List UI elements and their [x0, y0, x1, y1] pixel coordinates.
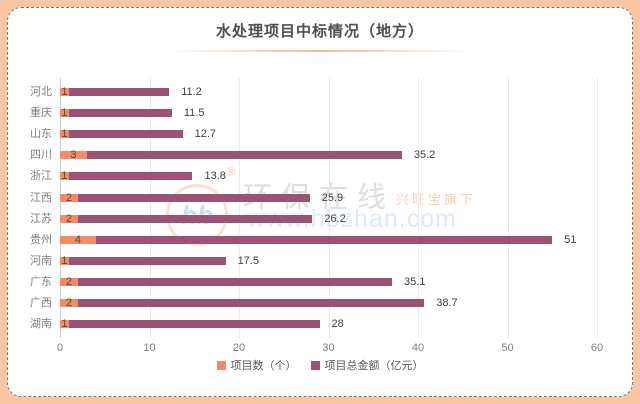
- category-label: 重庆: [30, 107, 52, 120]
- category-label: 浙江: [30, 170, 52, 183]
- bar-segment-project-count: [60, 299, 78, 307]
- total-amount-value: 28: [331, 318, 344, 331]
- total-amount-value: 26.2: [324, 212, 346, 225]
- total-amount-value: 11.5: [183, 107, 205, 120]
- category-label: 江苏: [30, 212, 52, 225]
- bar-segment-total-amount: [68, 256, 226, 265]
- bar-segment-total-amount: [77, 214, 313, 223]
- total-amount-value: 17.5: [237, 254, 259, 267]
- bar-segment-total-amount: [68, 109, 172, 118]
- legend-label-total-amount: 项目总金额（亿元）: [324, 360, 424, 372]
- legend-swatch-total-amount: [310, 360, 320, 370]
- x-tick-label: 30: [322, 342, 335, 354]
- category-label: 广西: [30, 297, 52, 309]
- total-amount-value: 12.7: [194, 128, 217, 141]
- y-axis-line: [60, 78, 61, 338]
- category-label: 湖南: [30, 318, 52, 331]
- gridline: [507, 78, 509, 338]
- legend-item-total-amount[interactable]: 项目总金额（亿元）: [310, 357, 424, 373]
- gridline: [328, 78, 330, 338]
- bar-segment-total-amount: [77, 299, 425, 307]
- bar-segment-total-amount: [86, 151, 402, 160]
- total-amount-value: 13.8: [204, 170, 226, 183]
- bar-segment-total-amount: [95, 235, 553, 244]
- x-tick-label: 20: [232, 342, 246, 354]
- legend-item-project-count[interactable]: 项目数（个）: [216, 357, 297, 373]
- project-count-value: 2: [65, 191, 72, 204]
- project-count-value: 2: [65, 275, 72, 288]
- bar-segment-total-amount: [68, 320, 320, 329]
- x-tick-label: 10: [143, 342, 156, 354]
- gridline: [149, 78, 151, 338]
- project-count-value: 1: [61, 318, 68, 331]
- total-amount-value: 35.2: [413, 149, 436, 162]
- bar-segment-project-count: [60, 151, 87, 160]
- project-count-value: 2: [65, 297, 72, 309]
- x-tick-label: 50: [501, 342, 514, 354]
- total-amount-value: 35.1: [404, 275, 426, 288]
- registered-trademark-icon: ®: [227, 166, 236, 178]
- x-tick-label: 0: [56, 342, 64, 354]
- project-count-value: 1: [61, 128, 68, 141]
- bar-segment-total-amount: [77, 277, 393, 286]
- category-label: 贵州: [30, 233, 52, 246]
- project-count-value: 1: [61, 170, 68, 183]
- bar-segment-project-count: [60, 109, 69, 118]
- bar-segment-project-count: [60, 235, 96, 244]
- total-amount-value: 51: [564, 233, 577, 246]
- project-count-value: 1: [61, 86, 68, 98]
- category-label: 江西: [30, 191, 52, 204]
- bar-segment-project-count: [60, 130, 69, 139]
- legend-label-project-count: 项目数（个）: [230, 360, 297, 372]
- bar-segment-project-count: [60, 256, 69, 265]
- total-amount-value: 38.7: [436, 297, 458, 309]
- watermark-tagline: 兴旺宝旗下: [396, 192, 477, 207]
- project-count-value: 2: [65, 212, 72, 225]
- project-count-value: 3: [70, 149, 77, 162]
- category-label: 广东: [30, 275, 52, 288]
- total-amount-value: 11.2: [181, 86, 202, 98]
- category-label: 河北: [30, 86, 52, 98]
- chart-title: 水处理项目中标情况（地方）: [215, 23, 424, 40]
- bar-segment-project-count: [60, 320, 69, 329]
- bar-segment-total-amount: [68, 172, 193, 181]
- legend: 项目数（个） 项目总金额（亿元）: [0, 357, 640, 373]
- gridline: [597, 78, 598, 338]
- x-tick-label: 60: [590, 342, 604, 354]
- bar-segment-project-count: [60, 88, 69, 96]
- project-count-value: 1: [61, 254, 68, 267]
- bar-segment-project-count: [60, 214, 78, 223]
- category-label: 四川: [30, 149, 52, 162]
- legend-swatch-project-count: [216, 360, 226, 370]
- total-amount-value: 25.9: [321, 191, 344, 204]
- bar-segment-project-count: [60, 172, 69, 181]
- bar-segment-project-count: [60, 193, 78, 202]
- bar-segment-total-amount: [68, 130, 183, 139]
- bar-segment-total-amount: [68, 88, 170, 96]
- gridline: [418, 78, 419, 338]
- gridline: [239, 78, 240, 338]
- chart-card: [7, 7, 633, 397]
- x-tick-label: 40: [411, 342, 425, 354]
- category-label: 河南: [30, 254, 52, 267]
- bar-segment-total-amount: [77, 193, 310, 202]
- category-label: 山东: [30, 128, 52, 141]
- project-count-value: 1: [61, 107, 68, 120]
- title-divider: [170, 50, 470, 52]
- watermark-logo-text: hb: [181, 200, 213, 231]
- bar-segment-project-count: [60, 277, 78, 286]
- project-count-value: 4: [74, 233, 81, 246]
